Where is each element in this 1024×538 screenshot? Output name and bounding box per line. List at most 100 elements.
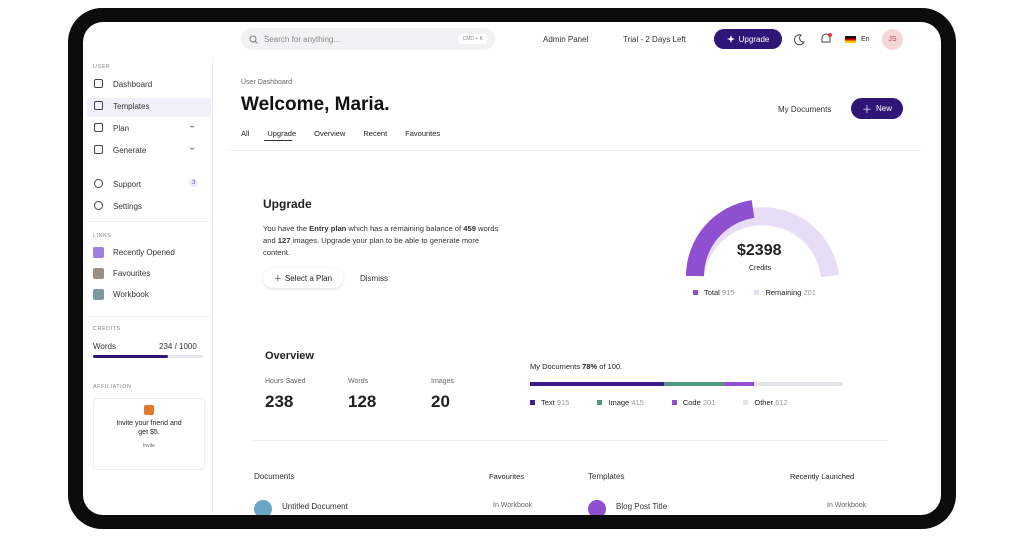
swatch (530, 400, 535, 405)
tab[interactable]: Upgrade (267, 129, 297, 138)
breadcrumb: User Dashboard (241, 79, 292, 86)
stat-label: Hours Saved (265, 378, 306, 385)
nav-item[interactable]: Plan (113, 124, 130, 133)
nav-item[interactable]: Templates (113, 102, 150, 111)
nav-icon (94, 79, 103, 88)
legend-value: 201 (702, 398, 716, 407)
nav-icon (94, 145, 103, 154)
admin-link[interactable]: Admin Panel (543, 35, 589, 44)
upgrade-text: You have the Entry plan which has a rema… (263, 223, 508, 259)
language[interactable]: En (861, 36, 870, 43)
legend-label: Image (608, 398, 630, 407)
plus-icon: ＋ (861, 105, 872, 116)
section-label: LINKS (93, 233, 112, 239)
legend-value: 915 (556, 398, 570, 407)
tab[interactable]: All (241, 129, 250, 138)
page-title: Welcome, Maria. (241, 94, 390, 115)
text: 459 (463, 224, 476, 233)
gauge-amount: $2398 (737, 242, 782, 259)
doc-avatar (254, 500, 272, 515)
tab[interactable]: Recent (363, 129, 388, 138)
tabs: All Upgrade Overview Recent Favourites (241, 129, 458, 138)
legend-value: 201 (803, 288, 816, 297)
stat-value: 20 (431, 392, 450, 411)
tab-underline (264, 140, 292, 141)
sidebar: USER Support 3 Settings LINKS CREDITS Wo… (83, 58, 213, 515)
screen: Search for anything... CMD + K Admin Pan… (83, 22, 941, 515)
my-documents[interactable]: My Documents (778, 105, 832, 114)
theme-toggle[interactable] (793, 34, 805, 46)
bar-segment (663, 382, 725, 386)
link-item[interactable]: Favourites (113, 269, 151, 278)
text: You have the (263, 224, 310, 233)
search-box[interactable]: Search for anything... CMD + K (241, 28, 495, 50)
tab[interactable]: Favourites (405, 129, 441, 138)
text: 127 (277, 236, 291, 245)
doc-meta: In Workbook (493, 502, 533, 509)
bar-segment (530, 382, 664, 386)
gauge-label: Credits (749, 265, 772, 272)
docs-text: My Documents 78% of 100. (530, 362, 622, 371)
shortcut: CMD + K (458, 34, 487, 44)
section-label: AFFILIATION (93, 384, 132, 390)
gauge (686, 200, 839, 278)
credits-track (93, 355, 203, 358)
legend-label: Text (541, 398, 555, 407)
invite-text: Invite your friend and get $5. (116, 420, 182, 436)
upgrade-label: Upgrade (738, 34, 770, 44)
text: images. Upgrade your plan to be able to … (263, 236, 480, 257)
gauge-fill (686, 200, 755, 277)
select-plan[interactable]: ＋ Select a Plan (263, 268, 343, 288)
invite-card: Invite your friend and get $5. Invite (93, 398, 205, 470)
avatar[interactable]: JS (882, 29, 903, 50)
sparkle-icon (726, 35, 735, 43)
nav-item[interactable]: Generate (113, 146, 147, 155)
legend-item: Other 612 (743, 398, 788, 407)
upgrade-button[interactable]: Upgrade (714, 29, 782, 49)
nav-icon (94, 101, 103, 110)
notifications[interactable] (819, 32, 833, 46)
list-filter[interactable]: Favourites (489, 472, 525, 481)
badge: 3 (189, 179, 199, 187)
legend-label: Total (704, 288, 720, 297)
tab[interactable]: Overview (314, 129, 346, 138)
credits-value: 234 / 1000 (159, 342, 197, 351)
divider (87, 316, 211, 317)
nav-item[interactable]: Settings (113, 202, 142, 211)
list-filter[interactable]: Recently Launched (790, 472, 855, 481)
upgrade-title: Upgrade (263, 197, 312, 211)
legend-label: Remaining (765, 288, 802, 297)
new-label: New (875, 104, 892, 113)
stat-label: Words (348, 378, 369, 385)
chevron: › (186, 125, 199, 128)
text: which has a remaining balance of (346, 224, 464, 233)
legend-value: 612 (775, 398, 788, 407)
section-label: CREDITS (93, 326, 121, 332)
link-item[interactable]: Workbook (113, 290, 149, 299)
new-button[interactable]: ＋ New (851, 98, 903, 119)
legend-item: Text 915 (530, 398, 569, 407)
doc-row[interactable]: Untitled Document (282, 502, 348, 511)
divider (87, 221, 211, 222)
legend-value: 915 (721, 288, 735, 297)
stat-value: 128 (348, 392, 377, 411)
nav-item[interactable]: Support (113, 180, 142, 189)
tpl-row[interactable]: Blog Post Title (616, 502, 668, 511)
trial-label: Trial - 2 Days Left (623, 35, 686, 44)
nav-item[interactable]: Dashboard (113, 80, 153, 89)
plus-icon: ＋ (273, 273, 282, 283)
text: My Documents (530, 362, 583, 371)
link-icon (93, 247, 104, 258)
nav-icon (94, 123, 103, 132)
legend-label: Other (754, 398, 774, 407)
link-item[interactable]: Recently Opened (113, 248, 175, 257)
credits-name: Words (93, 342, 116, 351)
overview-title: Overview (265, 350, 314, 362)
invite-button[interactable]: Invite (143, 443, 155, 449)
link-icon (93, 268, 104, 279)
link-icon (93, 289, 104, 300)
dismiss[interactable]: Dismiss (360, 274, 388, 283)
legend-item: Total 915 (693, 288, 734, 297)
text: words and (263, 224, 499, 245)
